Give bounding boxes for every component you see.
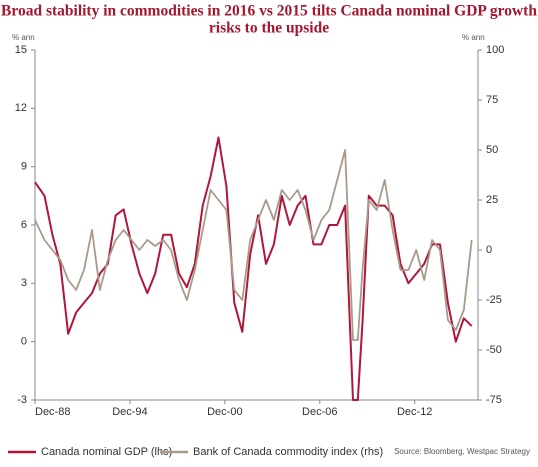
y2-tick-label: -50 xyxy=(486,344,502,356)
x-tick-label: Dec-88 xyxy=(35,406,70,418)
y-axis-label: % ann xyxy=(12,33,35,42)
x-tick-label: Dec-00 xyxy=(207,406,242,418)
series-line xyxy=(34,136,473,401)
y-tick-label: 0 xyxy=(21,336,27,348)
y-tick-label: 12 xyxy=(15,102,27,114)
x-tick-label: Dec-12 xyxy=(397,406,432,418)
y-tick-label: 3 xyxy=(21,277,27,289)
y2-tick-label: 0 xyxy=(486,244,492,256)
y2-tick-label: -75 xyxy=(486,394,502,406)
y2-tick-label: 100 xyxy=(486,44,504,56)
y-tick-label: 6 xyxy=(21,219,27,231)
x-tick-label: Dec-94 xyxy=(112,406,147,418)
y2-tick-label: 75 xyxy=(486,94,498,106)
legend-label: Canada nominal GDP (lhs) xyxy=(41,446,172,458)
y-tick-label: 9 xyxy=(21,161,27,173)
y2-tick-label: 25 xyxy=(486,194,498,206)
legend-label: Bank of Canada commodity index (rhs) xyxy=(193,446,383,458)
chart-title: risks to the upside xyxy=(209,20,329,37)
y-tick-label: -3 xyxy=(17,394,27,406)
source: Source: Bloomberg, Westpac Strategy xyxy=(394,447,530,456)
y2-axis-label: % ann xyxy=(462,33,485,42)
x-tick-label: Dec-06 xyxy=(302,406,337,418)
y2-tick-label: 50 xyxy=(486,144,498,156)
y-tick-label: 15 xyxy=(15,44,27,56)
series-line xyxy=(34,149,473,341)
y2-tick-label: -25 xyxy=(486,294,502,306)
chart-title: Broad stability in commodities in 2016 v… xyxy=(1,3,537,20)
